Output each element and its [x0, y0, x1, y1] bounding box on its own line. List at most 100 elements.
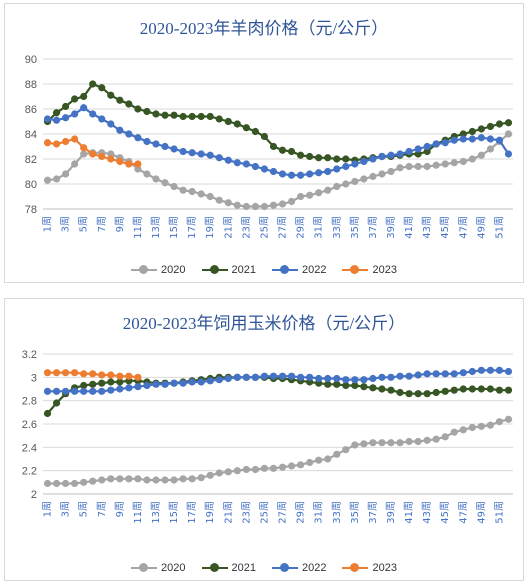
- data-point-2022: [107, 120, 115, 128]
- data-point-2022: [369, 155, 377, 163]
- data-point-2022: [387, 373, 395, 381]
- data-point-2021: [89, 80, 97, 88]
- legend-swatch: [342, 563, 369, 573]
- data-point-2023: [134, 373, 142, 381]
- data-point-2020: [486, 421, 495, 429]
- chart-title: 2020-2023年羊肉价格（元/公斤）: [139, 19, 389, 38]
- data-point-2020: [351, 177, 359, 186]
- data-point-2020: [61, 170, 70, 178]
- x-tick-label: 49周: [475, 216, 487, 239]
- data-point-2022: [134, 383, 142, 391]
- x-tick-label: 27周: [277, 216, 289, 239]
- data-point-2022: [71, 387, 79, 395]
- data-point-2023: [61, 137, 70, 146]
- x-tick-label: 3周: [60, 501, 72, 517]
- x-tick-label: 7周: [96, 501, 108, 517]
- data-point-2022: [342, 162, 350, 171]
- data-point-2020: [71, 479, 79, 488]
- data-point-2020: [242, 202, 250, 211]
- y-tick-label: 2.8: [22, 396, 37, 408]
- data-point-2022: [459, 369, 467, 377]
- data-point-2020: [441, 160, 449, 168]
- data-point-2022: [242, 160, 250, 168]
- data-point-2020: [287, 462, 296, 470]
- data-point-2022: [324, 167, 332, 176]
- x-tick-label: 47周: [457, 501, 469, 524]
- data-point-2020: [251, 202, 260, 211]
- data-point-2022: [242, 373, 250, 381]
- data-point-2020: [296, 192, 305, 201]
- data-point-2021: [143, 107, 151, 116]
- data-point-2020: [423, 162, 431, 171]
- data-point-2022: [61, 387, 70, 395]
- data-point-2020: [432, 435, 440, 443]
- data-point-2021: [450, 386, 458, 394]
- data-point-2021: [432, 388, 440, 397]
- y-tick-label: 2.6: [22, 419, 37, 431]
- data-point-2021: [80, 381, 88, 390]
- y-tick-label: 2.2: [22, 466, 37, 478]
- data-point-2023: [52, 369, 61, 377]
- data-point-2023: [98, 152, 106, 161]
- x-tick-label: 45周: [439, 501, 451, 524]
- data-point-2021: [378, 385, 386, 393]
- legend-item-2021: 2021: [201, 562, 256, 574]
- x-tick-label: 33周: [331, 216, 343, 239]
- data-point-2021: [441, 387, 449, 395]
- data-point-2021: [116, 96, 124, 104]
- data-point-2021: [251, 127, 260, 136]
- data-point-2022: [360, 157, 368, 166]
- data-point-2021: [387, 386, 395, 394]
- data-point-2021: [170, 111, 178, 119]
- data-point-2020: [197, 190, 205, 198]
- data-point-2023: [43, 369, 52, 377]
- legend-item-2021: 2021: [201, 264, 256, 276]
- legend-swatch: [201, 563, 228, 573]
- data-point-2021: [296, 151, 305, 159]
- data-point-2022: [495, 366, 504, 374]
- data-point-2020: [477, 422, 485, 430]
- data-point-2023: [107, 155, 115, 163]
- x-tick-label: 21周: [222, 216, 234, 239]
- data-point-2020: [134, 165, 142, 173]
- data-point-2022: [423, 142, 431, 151]
- x-tick-label: 27周: [277, 501, 289, 524]
- x-tick-label: 45周: [439, 216, 451, 239]
- data-point-2021: [152, 110, 160, 118]
- data-point-2022: [287, 171, 296, 179]
- data-point-2020: [161, 179, 169, 187]
- data-point-2020: [80, 150, 88, 158]
- x-tick-label: 15周: [168, 501, 180, 524]
- x-tick-label: 1周: [42, 216, 54, 232]
- data-point-2020: [459, 426, 467, 434]
- data-point-2021: [242, 124, 250, 132]
- x-tick-label: 33周: [331, 501, 343, 524]
- data-point-2020: [233, 467, 241, 475]
- data-point-2022: [324, 374, 332, 383]
- data-point-2022: [233, 159, 241, 167]
- data-point-2020: [306, 458, 314, 467]
- data-point-2021: [224, 117, 232, 126]
- x-tick-label: 43周: [421, 501, 433, 524]
- y-tick-label: 88: [25, 79, 37, 91]
- x-tick-label: 15周: [168, 216, 180, 239]
- data-point-2021: [134, 105, 142, 113]
- x-tick-label: 39周: [385, 501, 397, 524]
- data-point-2020: [71, 160, 79, 168]
- data-point-2022: [52, 387, 61, 395]
- data-point-2022: [98, 115, 106, 123]
- data-point-2021: [477, 385, 485, 393]
- y-tick-label: 82: [25, 154, 37, 166]
- data-point-2020: [215, 469, 223, 477]
- data-point-2022: [188, 378, 196, 386]
- data-point-2022: [260, 372, 269, 380]
- data-point-2021: [107, 91, 115, 99]
- series-line-2020: [47, 418, 509, 485]
- data-point-2021: [52, 109, 61, 117]
- data-point-2022: [278, 372, 287, 380]
- data-point-2022: [43, 115, 52, 123]
- data-point-2021: [504, 386, 513, 394]
- legend-item-2022: 2022: [272, 562, 326, 574]
- data-point-2020: [360, 175, 368, 183]
- data-point-2022: [260, 165, 269, 173]
